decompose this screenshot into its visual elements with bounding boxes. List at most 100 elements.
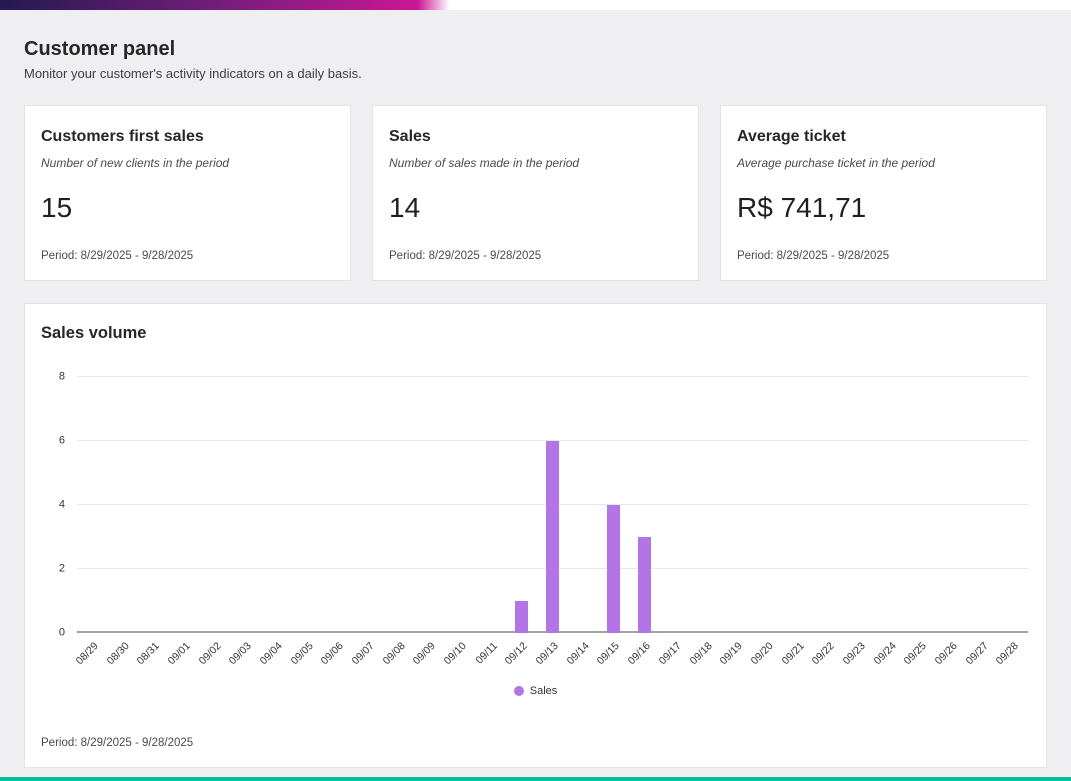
x-axis: 08/29 08/30 08/31 09/01 09/02 09/03 09/04 09/05… bbox=[73, 633, 1028, 683]
x-tick-label: 09/22 bbox=[809, 640, 837, 668]
card-average-ticket: Average ticket Average purchase ticket i… bbox=[720, 105, 1047, 281]
x-tick: 09/07 bbox=[349, 633, 384, 683]
y-tick-label: 4 bbox=[58, 498, 65, 511]
x-tick-label: 08/29 bbox=[73, 640, 101, 668]
bar-slot bbox=[537, 377, 568, 633]
x-tick-label: 09/15 bbox=[595, 640, 623, 668]
card-description: Number of sales made in the period bbox=[389, 156, 580, 170]
bar-slot bbox=[905, 377, 936, 633]
bar[interactable] bbox=[607, 505, 621, 633]
x-tick: 09/22 bbox=[809, 633, 844, 683]
y-tick-label: 8 bbox=[58, 370, 65, 383]
bar-slot bbox=[813, 377, 844, 633]
x-tick-label: 09/26 bbox=[932, 640, 960, 668]
plot-area bbox=[77, 376, 1028, 633]
y-tick-label: 2 bbox=[58, 562, 65, 575]
bar-slot bbox=[629, 377, 660, 633]
bar-slot bbox=[966, 377, 997, 633]
bar[interactable] bbox=[545, 441, 559, 633]
bar-slot bbox=[292, 377, 323, 633]
bar-slot bbox=[476, 377, 507, 633]
chart-period: Period: 8/29/2025 - 9/28/2025 bbox=[41, 737, 194, 749]
top-gradient-bar bbox=[0, 0, 1071, 10]
bar-slot bbox=[782, 377, 813, 633]
x-tick: 08/29 bbox=[73, 633, 108, 683]
x-tick: 09/13 bbox=[534, 633, 568, 683]
y-tick-label: 0 bbox=[58, 626, 65, 639]
card-period: Period: 8/29/2025 - 9/28/2025 bbox=[389, 250, 542, 262]
x-tick-label: 09/11 bbox=[473, 640, 500, 667]
card-period: Period: 8/29/2025 - 9/28/2025 bbox=[41, 250, 194, 262]
card-period: Period: 8/29/2025 - 9/28/2025 bbox=[737, 250, 890, 262]
x-tick: 09/16 bbox=[625, 633, 660, 683]
legend-dot-sales bbox=[513, 686, 524, 696]
x-tick-label: 09/02 bbox=[196, 640, 224, 668]
bar[interactable] bbox=[637, 537, 651, 633]
x-tick: 09/26 bbox=[932, 633, 967, 683]
bar-slot bbox=[230, 377, 261, 633]
bar-slot bbox=[384, 377, 415, 633]
x-tick-label: 09/01 bbox=[165, 640, 193, 668]
card-value: 14 bbox=[389, 192, 421, 223]
bar-slot bbox=[108, 377, 139, 633]
x-tick-label: 09/16 bbox=[625, 640, 653, 668]
x-tick-label: 09/25 bbox=[901, 640, 929, 668]
legend-label: Sales bbox=[529, 685, 558, 697]
x-tick: 09/17 bbox=[656, 633, 691, 683]
x-tick-label: 09/03 bbox=[227, 640, 255, 668]
gridline bbox=[77, 376, 1028, 377]
x-tick-label: 09/17 bbox=[656, 640, 684, 668]
y-tick-label: 6 bbox=[58, 434, 65, 447]
x-tick-label: 09/08 bbox=[380, 640, 408, 668]
bar-slot bbox=[660, 377, 691, 633]
kpi-cards-row: Customers first sales Number of new clie… bbox=[24, 105, 1047, 281]
bar-slot bbox=[506, 377, 537, 633]
bar-slot bbox=[844, 377, 875, 633]
bar-slot bbox=[77, 377, 108, 633]
card-value: 15 bbox=[41, 192, 73, 223]
gridline bbox=[77, 440, 1028, 441]
x-tick-label: 09/14 bbox=[564, 640, 592, 668]
sales-volume-chart: 0 2 4 6 8 08/29 08/30 08/31 09/01 09/02 09/03 09/0… bbox=[41, 371, 1030, 683]
x-tick-label: 09/10 bbox=[441, 640, 469, 668]
bar[interactable] bbox=[515, 601, 529, 633]
x-tick-label: 09/12 bbox=[503, 640, 531, 668]
x-tick-label: 09/28 bbox=[993, 640, 1021, 668]
bar-slot bbox=[322, 377, 353, 633]
x-tick: 09/19 bbox=[718, 633, 752, 683]
x-tick-label: 09/05 bbox=[288, 640, 316, 668]
bar-slot bbox=[568, 377, 599, 633]
plot-row: 0 2 4 6 8 bbox=[43, 371, 1028, 638]
main-content: Customer panel Monitor your customer's a… bbox=[0, 10, 1071, 768]
x-tick-label: 09/07 bbox=[349, 640, 377, 668]
bar-slot bbox=[721, 377, 752, 633]
bar-slot bbox=[200, 377, 231, 633]
bar-slot bbox=[414, 377, 445, 633]
bar-slot bbox=[261, 377, 292, 633]
x-tick-label: 09/06 bbox=[319, 640, 347, 668]
card-description: Number of new clients in the period bbox=[41, 156, 230, 170]
bar-slot bbox=[138, 377, 169, 633]
x-tick-label: 09/21 bbox=[779, 640, 807, 668]
x-tick: 09/10 bbox=[441, 633, 476, 683]
card-title: Sales bbox=[389, 128, 431, 145]
bar-slot bbox=[169, 377, 200, 633]
card-customers-first-sales: Customers first sales Number of new clie… bbox=[24, 105, 351, 281]
card-title: Average ticket bbox=[737, 128, 846, 145]
y-axis: 0 2 4 6 8 bbox=[43, 371, 77, 638]
x-tick-label: 08/31 bbox=[135, 640, 163, 668]
x-tick: 09/28 bbox=[993, 633, 1028, 683]
x-tick-label: 09/27 bbox=[963, 640, 991, 668]
x-tick: 09/23 bbox=[841, 633, 875, 683]
bar-slot bbox=[598, 377, 629, 633]
card-description: Average purchase ticket in the period bbox=[737, 156, 935, 170]
x-tick: 09/20 bbox=[748, 633, 783, 683]
chart-legend: Sales bbox=[41, 685, 1030, 697]
x-tick-label: 09/20 bbox=[748, 640, 776, 668]
page-subtitle: Monitor your customer's activity indicat… bbox=[24, 66, 362, 81]
card-sales: Sales Number of sales made in the period… bbox=[372, 105, 699, 281]
bottom-accent-bar bbox=[0, 777, 1071, 781]
card-value: R$ 741,71 bbox=[737, 192, 867, 223]
bars bbox=[77, 377, 1028, 633]
